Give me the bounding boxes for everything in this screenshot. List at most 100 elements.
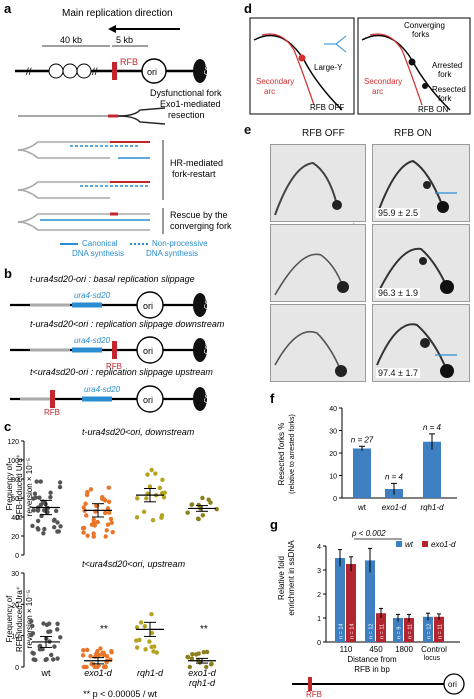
f-n-label: n = 4	[385, 472, 404, 481]
ct-point-exo1-d	[104, 528, 109, 533]
cb-point-exo1-d	[109, 650, 114, 655]
d-arr1: Arrested	[432, 61, 462, 70]
f-tick-label: 20	[329, 451, 337, 458]
c-top-ylabel1: Frequency of	[5, 463, 14, 510]
ct-point-wt	[58, 524, 63, 529]
ct-point-rqh1-d	[161, 495, 167, 500]
cen-label: Cen 3	[204, 335, 211, 354]
cb-point-wt	[31, 657, 36, 662]
cb-point-exo1-d rqh1-d	[201, 649, 206, 655]
cb-point-exo1-d rqh1-d	[209, 661, 214, 667]
ori-circle	[141, 58, 167, 84]
c-bot-ylabel3: reversion × 10⁻⁵	[25, 590, 34, 648]
cb-point-wt	[31, 651, 36, 656]
cb-point-exo1-d	[103, 664, 108, 670]
ura-label: ura4-sd20	[84, 385, 121, 394]
cb-point-exo1-d rqh1-d	[185, 655, 191, 660]
c-bot-ylabel2: RFB-induced Ura⁺	[15, 586, 24, 652]
panel-label-a: a	[4, 1, 12, 16]
sig-exo: **	[100, 624, 108, 635]
cb-tick-label: 20	[11, 602, 19, 609]
centromere	[193, 387, 207, 411]
d-on: RFB ON	[418, 105, 448, 114]
panel-label-d: d	[244, 1, 252, 16]
ct-tick-label: 40	[11, 515, 19, 522]
cb-point-wt	[55, 621, 60, 626]
cb-point-exo1-d	[92, 654, 98, 659]
d-on-sec1: Secondary	[364, 77, 402, 86]
gel-wt-on: 95.9 ± 2.5	[372, 144, 470, 222]
legend-np2: DNA synthesis	[146, 249, 198, 258]
ori-small-1	[48, 63, 64, 79]
g-ylabel2: enrichment in ssDNA	[287, 540, 296, 616]
g-n-label: n = 11	[438, 624, 444, 639]
ct-point-exo1-d	[85, 533, 90, 538]
ct-point-exo1-d rqh1-d	[196, 516, 201, 522]
cb-point-exo1-d rqh1-d	[204, 664, 209, 670]
ct-point-wt	[38, 502, 44, 508]
g-legend-wt-swatch	[396, 541, 402, 547]
g-tick-label: 1	[317, 616, 321, 623]
cb-point-rqh1-d	[143, 647, 148, 652]
ct-point-exo1-d	[83, 501, 88, 506]
ct-point-exo1-d	[91, 520, 96, 525]
g-bar-exo1-d-Control locus	[434, 616, 444, 642]
d-arr2: fork	[438, 70, 452, 79]
g-bar-exo1-d-110	[346, 564, 356, 642]
ori-label: ori	[143, 301, 153, 311]
cb-point-exo1-d	[96, 652, 102, 658]
ct-point-exo1-d rqh1-d	[214, 507, 219, 512]
ct-tick-label: 120	[7, 439, 19, 446]
d-largey: Large-Y	[314, 63, 343, 72]
cb-tick-label: 30	[11, 571, 19, 578]
ct-point-exo1-d	[106, 499, 112, 505]
f-n-label: n = 27	[351, 435, 374, 444]
ct-point-wt	[30, 523, 35, 529]
construct-1-label: t-ura4sd20-ori : basal replication slipp…	[30, 274, 195, 284]
arc-dot	[298, 54, 306, 62]
ct-point-exo1-d	[102, 510, 108, 516]
construct-3: t<ura4sd20-ori : replication slippage up…	[10, 367, 213, 415]
cb-point-wt	[41, 621, 46, 626]
cb-point-wt	[44, 657, 49, 662]
c-top-title: t-ura4sd20<ori, downstream	[82, 427, 195, 437]
ct-point-rqh1-d	[157, 485, 163, 491]
ct-point-wt	[33, 495, 38, 500]
ct-point-wt	[51, 518, 57, 523]
ori-label: ori	[143, 395, 153, 405]
legend-canonical: Canonical	[82, 239, 118, 248]
c-top-ylabel2: RFB-induced Ura⁺	[15, 454, 24, 520]
ct-point-rqh1-d	[141, 509, 147, 515]
g-legend-exo: exo1-d	[431, 540, 456, 549]
panel-label-e: e	[244, 122, 252, 137]
step1c-label: resection	[168, 110, 205, 120]
cb-point-wt	[48, 629, 53, 634]
gel-exo-on: 96.3 ± 1.9	[372, 224, 470, 302]
ori-small-3	[76, 63, 92, 79]
ct-point-exo1-d rqh1-d	[206, 497, 211, 502]
g-n-label: n = 12	[369, 624, 375, 639]
g-xlabel1: Distance from	[347, 655, 397, 664]
step2b-label: fork-restart	[172, 169, 216, 179]
cb-point-rqh1-d	[154, 650, 159, 655]
cb-point-wt	[52, 644, 57, 649]
f-bar-rqh1-d	[423, 441, 441, 498]
cb-point-wt	[29, 618, 34, 624]
c-x-wt: wt	[41, 668, 51, 678]
f-plot: 0 10 20 30 40 n = 27 n = 4 n = 4	[329, 406, 457, 503]
ct-point-wt	[37, 495, 42, 500]
rfb-label: RFB	[120, 57, 138, 67]
dist-5kb: 5 kb	[116, 35, 133, 45]
legend-np: Non-processive	[152, 239, 208, 248]
cb-tick-label: 0	[15, 665, 19, 672]
ct-point-wt	[53, 508, 59, 514]
g-x-label: 1800	[395, 645, 413, 654]
step1-label: Dysfunctional fork	[150, 88, 222, 98]
g-rfb: RFB	[306, 690, 322, 698]
ct-point-exo1-d	[103, 534, 108, 539]
centromere	[193, 293, 207, 317]
g-legend-wt: wt	[405, 540, 414, 549]
ura-label: ura4-sd20	[74, 336, 111, 345]
ori-small-2	[62, 63, 78, 79]
